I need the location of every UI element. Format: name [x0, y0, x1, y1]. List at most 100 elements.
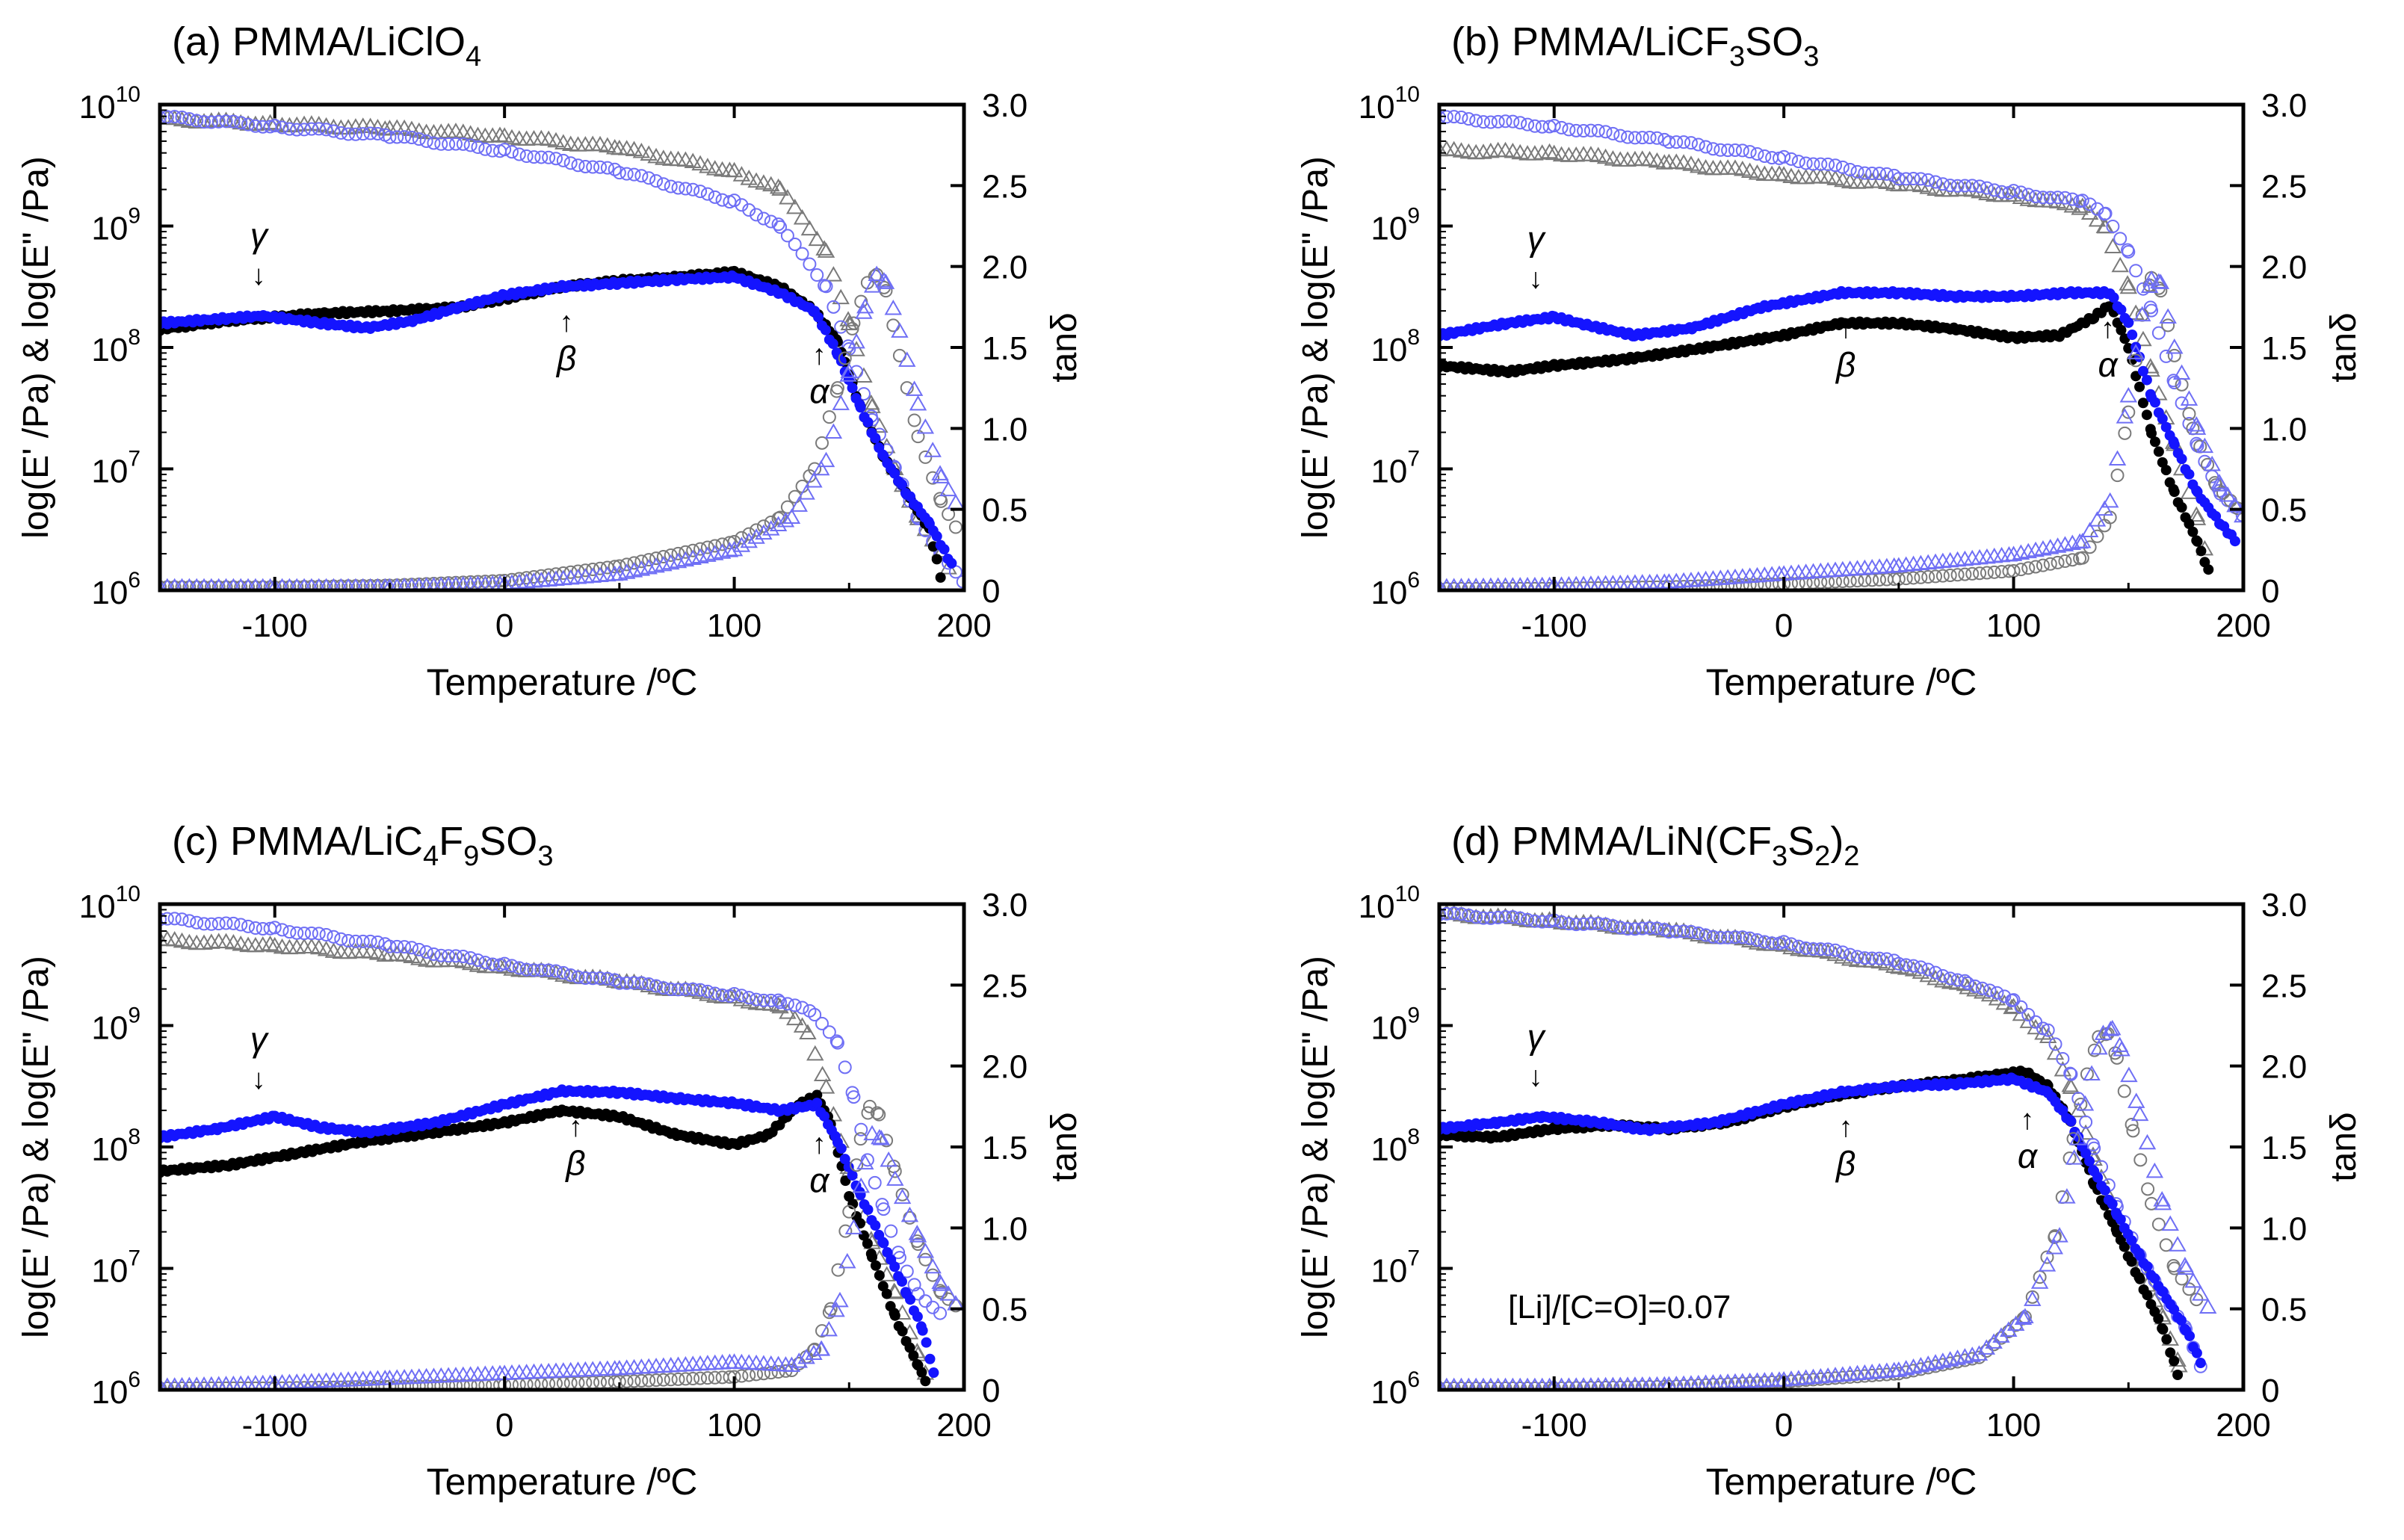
data-point — [327, 930, 341, 944]
data-point — [708, 986, 722, 1001]
data-point — [2122, 244, 2136, 259]
y-right-tick-label: 0 — [2261, 1373, 2279, 1409]
data-point — [204, 115, 218, 129]
data-point — [2087, 1141, 2101, 1155]
data-point — [855, 1190, 866, 1201]
data-point — [1775, 936, 1793, 952]
x-axis-label: Temperature /ºC — [1706, 1461, 1977, 1503]
data-point — [2165, 1347, 2176, 1358]
data-point — [268, 921, 282, 935]
y-right-tick-label: 0.5 — [982, 492, 1028, 529]
data-point — [795, 247, 809, 261]
data-point — [907, 1278, 921, 1292]
data-point — [826, 300, 841, 314]
data-point — [2118, 426, 2132, 440]
data-point — [547, 132, 565, 148]
data-point — [916, 418, 935, 434]
data-point — [824, 1302, 838, 1316]
data-point — [921, 1337, 932, 1348]
data-point — [2184, 519, 2195, 530]
data-point — [2176, 454, 2187, 465]
data-point — [2063, 1066, 2077, 1080]
data-point — [842, 1205, 856, 1219]
data-point — [1983, 983, 1997, 998]
title-subscript: 3 — [1729, 41, 1745, 72]
data-point — [2127, 344, 2145, 359]
data-point — [2116, 408, 2134, 424]
data-point — [282, 122, 297, 136]
data-point — [640, 145, 658, 161]
data-point — [478, 142, 492, 156]
data-point — [1943, 568, 1957, 582]
data-point — [847, 316, 861, 330]
data-point — [880, 1151, 897, 1167]
data-point — [532, 129, 551, 146]
data-point — [1477, 115, 1491, 129]
data-point — [1491, 911, 1505, 925]
y-tick-exponent: 9 — [128, 1004, 140, 1028]
data-point — [383, 939, 397, 953]
y-right-tick-label: 0 — [982, 1373, 1000, 1409]
data-point — [1719, 159, 1737, 175]
data-point — [2119, 275, 2136, 291]
y-tick-label: 108 — [91, 1125, 140, 1168]
data-point — [211, 917, 226, 931]
title-subscript: 3 — [537, 841, 553, 872]
data-point — [2216, 486, 2230, 500]
data-point — [1929, 965, 1943, 980]
data-point — [2062, 1078, 2080, 1095]
data-point — [2045, 1239, 2064, 1255]
data-point — [1966, 981, 1984, 997]
data-point — [1699, 928, 1713, 942]
data-point — [175, 912, 189, 927]
title-subscript: 2 — [1814, 841, 1830, 872]
data-point — [1506, 910, 1520, 924]
panel-b: (b) PMMA/LiCF3SO3-100 0 100 200106107108109… — [1296, 19, 2364, 703]
data-point — [691, 155, 709, 171]
data-point — [2108, 292, 2119, 303]
data-point — [1926, 1354, 1944, 1370]
data-point — [542, 150, 556, 164]
data-point — [898, 351, 916, 367]
data-point — [593, 971, 608, 986]
y-right-tick-label: 0 — [2261, 573, 2279, 610]
data-point — [840, 362, 859, 378]
data-point — [2004, 545, 2023, 561]
data-point — [1777, 149, 1791, 164]
y-tick-base: 10 — [1371, 1010, 1407, 1047]
data-point — [715, 193, 729, 207]
data-point — [926, 1268, 940, 1282]
data-point — [1643, 130, 1657, 144]
data-point — [2006, 993, 2021, 1007]
annotation-beta: ↑β — [555, 306, 576, 377]
x-tick-label: 200 — [936, 607, 991, 644]
data-point — [2115, 1213, 2126, 1225]
data-point — [442, 949, 456, 963]
y-right-tick-label: 0.5 — [982, 1292, 1028, 1329]
data-point — [931, 531, 942, 542]
data-point — [2149, 397, 2160, 408]
data-point — [1865, 951, 1879, 965]
y-tick-base: 10 — [1359, 888, 1395, 925]
data-point — [398, 1379, 412, 1390]
data-point — [495, 958, 513, 974]
y-tick-exponent: 7 — [128, 447, 140, 471]
data-point — [512, 147, 526, 161]
data-point — [2160, 421, 2172, 433]
data-point — [2180, 390, 2198, 406]
data-point — [2030, 1273, 2049, 1289]
data-point — [2127, 304, 2145, 321]
data-point — [549, 964, 563, 978]
annotation-arrow: ↑ — [1839, 1112, 1853, 1143]
data-point — [2128, 1092, 2145, 1108]
y-tick-label: 108 — [91, 325, 140, 368]
data-point — [1635, 921, 1649, 936]
data-point — [771, 180, 789, 196]
data-point — [815, 436, 829, 450]
data-point — [2068, 1130, 2087, 1145]
data-point — [1821, 942, 1835, 956]
data-point — [2169, 1355, 2180, 1367]
annotation-arrow: ↑ — [560, 306, 574, 338]
data-point — [1758, 935, 1772, 949]
data-point — [679, 1372, 693, 1386]
